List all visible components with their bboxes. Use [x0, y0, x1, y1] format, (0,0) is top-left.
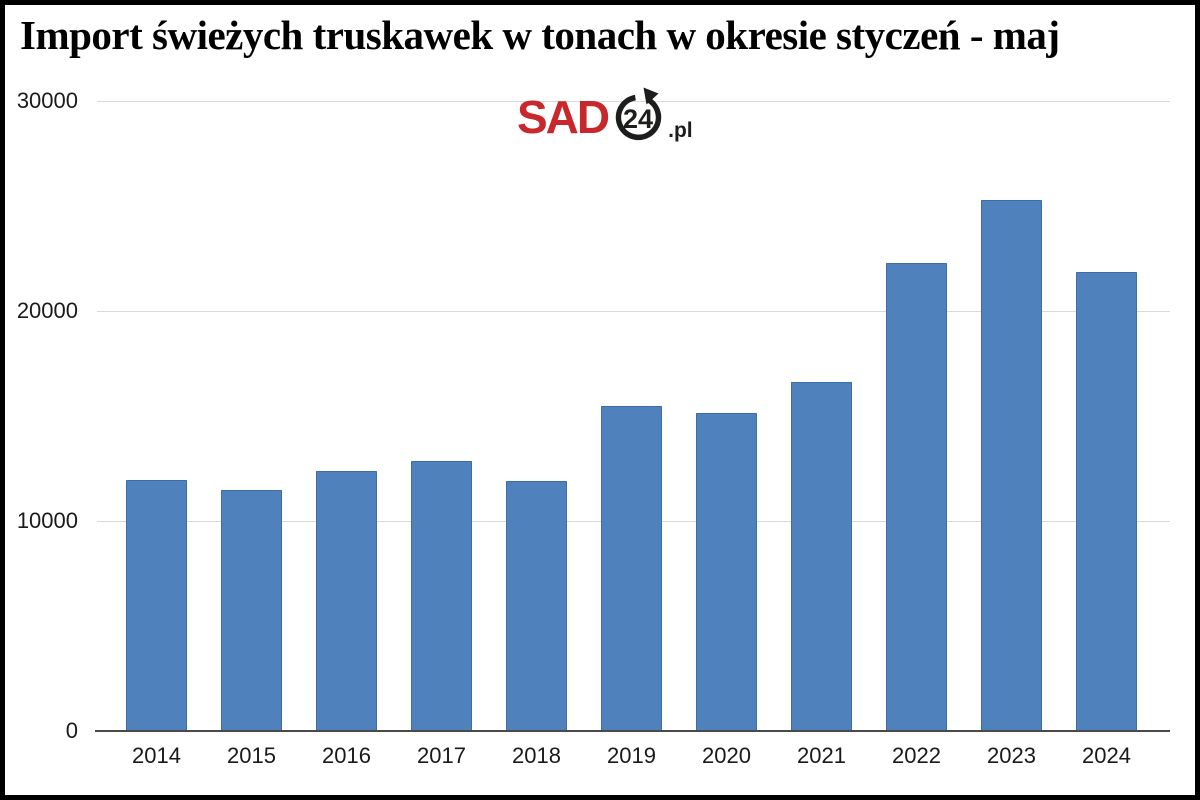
bar-2020 [696, 412, 757, 731]
x-tick-label-2018: 2018 [512, 743, 561, 768]
x-tick-label-2019: 2019 [607, 743, 656, 768]
x-tick-label-2020: 2020 [702, 743, 751, 768]
y-tick-label-10000: 10000 [16, 508, 78, 534]
x-tick-label-2024: 2024 [1082, 743, 1131, 768]
bars-container [109, 101, 1154, 731]
bar-2023 [981, 199, 1042, 731]
plot-area [95, 101, 1170, 732]
bar-slot-2019 [584, 101, 679, 731]
bar-slot-2023 [964, 101, 1059, 731]
bar-slot-2020 [679, 101, 774, 731]
x-axis-labels: 2014 2015 2016 2017 2018 2019 2020 2021 2022 2023… [109, 743, 1154, 771]
gridline-20000 [97, 311, 1170, 313]
logo-24-circle-arrow-icon: 24 [615, 87, 662, 141]
gridline-30000 [97, 101, 1170, 102]
logo-badge-text: 24 [623, 104, 653, 134]
bar-2019 [601, 405, 662, 731]
x-tick-label-2022: 2022 [892, 743, 941, 768]
x-tick-label-2016: 2016 [322, 743, 371, 768]
bar-slot-2015 [204, 101, 299, 731]
bar-slot-2018 [489, 101, 584, 731]
x-tick-label-2021: 2021 [797, 743, 846, 768]
bar-slot-2014 [109, 101, 204, 731]
bar-2021 [791, 382, 852, 731]
bar-2017 [411, 461, 472, 731]
x-axis-baseline [95, 730, 1170, 732]
bar-slot-2024 [1059, 101, 1154, 731]
y-axis-labels: 0 10000 20000 30000 [5, 89, 86, 743]
bar-slot-2022 [869, 101, 964, 731]
bar-2024 [1076, 272, 1137, 731]
bar-2014 [126, 480, 187, 731]
bar-slot-2017 [394, 101, 489, 731]
logo-suffix-text: .pl [668, 119, 693, 142]
logo-brand-text: SAD [517, 91, 610, 143]
bar-2016 [316, 470, 377, 731]
x-tick-label-2023: 2023 [987, 743, 1036, 768]
y-tick-label-0: 0 [65, 718, 78, 743]
bar-2022 [886, 262, 947, 731]
bar-slot-2021 [774, 101, 869, 731]
y-tick-label-20000: 20000 [16, 298, 78, 324]
x-tick-label-2014: 2014 [132, 743, 181, 768]
x-tick-label-2017: 2017 [417, 743, 466, 768]
bar-2018 [506, 481, 567, 731]
x-tick-label-2015: 2015 [227, 743, 276, 768]
sad24-logo: SAD 24 .pl [517, 85, 693, 147]
bar-slot-2016 [299, 101, 394, 731]
bar-2015 [221, 489, 282, 731]
y-tick-label-30000: 30000 [16, 88, 78, 113]
chart-title: Import świeżych truskawek w tonach w okr… [20, 12, 1060, 58]
